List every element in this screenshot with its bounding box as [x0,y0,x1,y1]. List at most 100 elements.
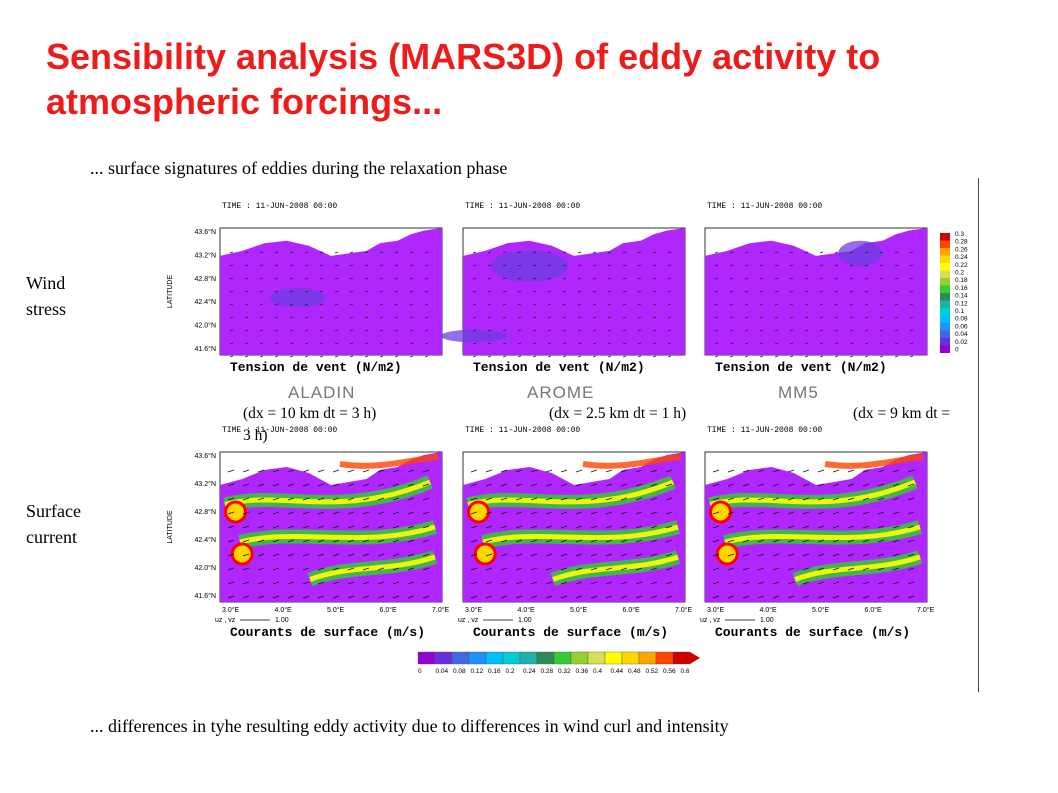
wind-vector [562,251,567,254]
current-colorbar-label: 0.4 [593,668,602,675]
wind-vector [229,329,234,332]
current-vector [665,567,673,571]
wind-vector [472,264,477,267]
lat-tick: 42.8°N [195,275,216,283]
current-vector [332,497,340,501]
current-vector [485,567,493,571]
wind-vector [379,303,384,306]
wind-colorbar-label: 0.14 [955,293,968,300]
wind-vector [547,290,552,293]
current-vector [877,525,885,529]
wind-vector [487,303,492,306]
current-vector [650,483,658,487]
current-vector [242,567,250,571]
current-caption: Courants de surface (m/s) [715,625,910,640]
current-vector [590,567,598,571]
current-vector [712,539,720,543]
current-vector [257,483,265,487]
wind-colorbar-swatch [940,338,950,346]
wind-vector [592,251,597,254]
wind-vector [804,303,809,306]
current-vector [892,539,900,543]
wind-vector [894,264,899,267]
wind-vector [502,316,507,319]
wind-colorbar-label: 0.12 [955,300,968,307]
current-vector [605,483,613,487]
current-vector [515,497,523,501]
current-colorbar-swatch [417,651,436,665]
wind-vector [577,251,582,254]
wind-vector [517,303,522,306]
wind-vector [349,316,354,319]
current-vector [257,567,265,571]
lon-tick: 3.0°E [465,606,483,614]
current-vector [377,553,385,557]
wind-vector [229,251,234,254]
current-vector [332,483,340,487]
current-vector [817,497,825,501]
current-vector [590,483,598,487]
current-vector [832,567,840,571]
wind-vector [607,264,612,267]
current-vector [362,553,370,557]
lat-tick: 41.6°N [195,592,216,600]
current-vector [545,525,553,529]
current-vector [242,595,250,599]
wind-vector [652,329,657,332]
current-vector [757,525,765,529]
current-vector [620,483,628,487]
map-time-label: TIME : 11-JUN-2008 00:00 [465,202,580,211]
current-vector [470,525,478,529]
current-vector [287,483,295,487]
wind-colorbar-swatch [940,263,950,271]
wind-vector [364,303,369,306]
current-vector [485,525,493,529]
wind-vector [894,316,899,319]
current-vector [287,469,295,473]
current-vector [422,511,430,515]
wind-vector [834,329,839,332]
current-vector [392,595,400,599]
map-time-label: TIME : 11-JUN-2008 00:00 [222,426,337,435]
wind-vector [774,303,779,306]
current-vector [407,539,415,543]
lon-tick: 6.0°E [380,606,398,614]
wind-vector [502,264,507,267]
wind-colorbar-label: 0.2 [955,270,964,277]
current-vector [347,581,355,585]
wind-vector [349,277,354,280]
model-label-arome: AROME [527,383,595,402]
current-vector [242,483,250,487]
wind-vector [879,264,884,267]
current-vector [287,553,295,557]
current-vector [665,581,673,585]
wind-vector [667,264,672,267]
wind-colorbar-swatch [940,300,950,308]
current-vector [317,581,325,585]
wind-vector [259,251,264,254]
lon-tick: 5.0°E [327,606,345,614]
lon-tick: 7.0°E [432,606,450,614]
wind-vector [409,342,414,345]
current-vector [907,567,915,571]
current-vector [545,483,553,487]
wind-map-0: TIME : 11-JUN-2008 00:00 Tension de vent … [167,202,443,375]
wind-vector [834,264,839,267]
wind-vector [424,342,429,345]
current-vector [892,567,900,571]
wind-vector [349,342,354,345]
current-vector [817,581,825,585]
current-vector [590,553,598,557]
wind-vector [547,355,552,358]
wind-vector [409,355,414,358]
current-vector [635,469,643,473]
wind-vector [592,277,597,280]
wind-vector [834,316,839,319]
current-vector [787,567,795,571]
current-vector [877,595,885,599]
current-vector [362,567,370,571]
current-vector [742,497,750,501]
current-vector [892,469,900,473]
wind-vector [487,264,492,267]
wind-vector [819,264,824,267]
